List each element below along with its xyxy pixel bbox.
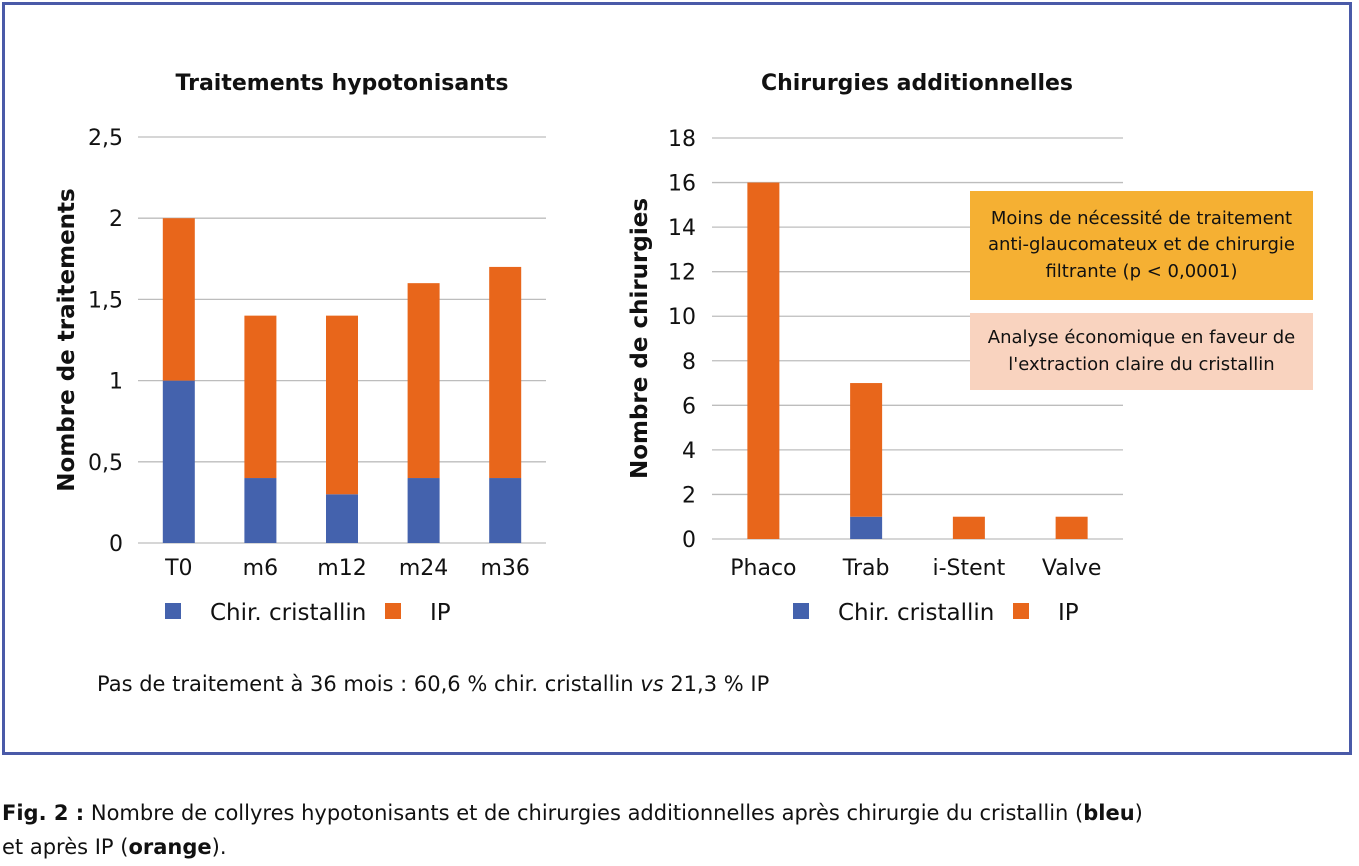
bar-segment-ip (407, 283, 440, 479)
y-tick-label: 2 (682, 483, 696, 508)
y-axis-label: Nombre de traitements (54, 188, 80, 491)
x-category-label: m6 (243, 556, 278, 581)
figure-caption: Fig. 2 : Nombre de collyres hypotonisant… (2, 796, 1356, 864)
bar-segment-chir-cristallin (850, 516, 883, 539)
note-box-economic: Analyse économique en faveur de l'extrac… (970, 313, 1313, 390)
legend-label: Chir. cristallin (210, 600, 366, 626)
bar-segment-chir-cristallin (244, 478, 277, 543)
caption-text-2: ) et après IP ( (2, 801, 1143, 859)
caption-bold-blue: bleu (1083, 801, 1135, 825)
bar-segment-ip (489, 266, 522, 479)
note-box-treatment: Moins de nécessité de traitement anti-gl… (970, 191, 1313, 300)
y-tick-label: 18 (668, 127, 696, 152)
legend-swatch (385, 603, 401, 619)
y-tick-label: 1,5 (88, 288, 123, 313)
caption-text-1: Nombre de collyres hypotonisants et de c… (84, 801, 1084, 825)
bar-segment-ip (952, 516, 985, 539)
y-tick-label: 4 (682, 439, 696, 464)
y-tick-label: 12 (668, 261, 696, 286)
y-tick-label: 2,5 (88, 126, 123, 151)
x-category-label: m36 (480, 556, 529, 581)
bar-segment-chir-cristallin (407, 478, 440, 543)
x-category-label: Phaco (730, 556, 796, 581)
x-category-label: Trab (842, 556, 890, 581)
figure-frame (2, 2, 1352, 755)
x-category-label: m12 (317, 556, 366, 581)
y-axis-label: Nombre de chirurgies (627, 198, 653, 479)
caption-text-3: ). (211, 835, 227, 859)
y-tick-label: 2 (109, 207, 123, 232)
caption-bold-orange: orange (128, 835, 212, 859)
legend-swatch (793, 603, 809, 619)
chart-title: Chirurgies additionnelles (761, 71, 1073, 96)
y-tick-label: 1 (109, 370, 123, 395)
bar-segment-chir-cristallin (326, 494, 358, 543)
bar-segment-ip (1055, 516, 1088, 539)
legend-swatch (165, 603, 181, 619)
bar-segment-chir-cristallin (162, 380, 195, 543)
legend-label: IP (1058, 600, 1079, 626)
legend-label: IP (430, 600, 451, 626)
y-tick-label: 14 (668, 216, 696, 241)
footnote-italic: vs (640, 672, 664, 696)
y-tick-label: 10 (668, 305, 696, 330)
x-category-label: m24 (399, 556, 448, 581)
y-tick-label: 0,5 (88, 451, 123, 476)
y-tick-label: 0 (682, 528, 696, 553)
x-category-label: T0 (164, 556, 192, 581)
x-category-label: Valve (1042, 556, 1102, 581)
footnote: Pas de traitement à 36 mois : 60,6 % chi… (97, 672, 769, 696)
charts-canvas: 0 0,5 1 1,5 2 2,5 Traitements hypotonisants Nom… (54, 71, 1123, 626)
footnote-pre: Pas de traitement à 36 mois : 60,6 % chi… (97, 672, 641, 696)
y-tick-label: 6 (682, 394, 696, 419)
bar-segment-ip (850, 383, 883, 517)
bar-segment-ip (747, 182, 780, 540)
x-category-label: i-Stent (933, 556, 1006, 581)
legend-label: Chir. cristallin (838, 600, 994, 626)
bar-segment-ip (162, 218, 195, 381)
caption-label: Fig. 2 : (2, 801, 85, 825)
chart-title: Traitements hypotonisants (176, 71, 509, 96)
bar-segment-ip (244, 315, 277, 479)
footnote-post: 21,3 % IP (663, 672, 770, 696)
y-tick-label: 0 (109, 532, 123, 557)
y-tick-label: 8 (682, 350, 696, 375)
legend-swatch (1013, 603, 1029, 619)
bar-segment-chir-cristallin (489, 478, 522, 543)
bar-segment-ip (326, 315, 358, 495)
y-tick-label: 16 (668, 172, 696, 197)
